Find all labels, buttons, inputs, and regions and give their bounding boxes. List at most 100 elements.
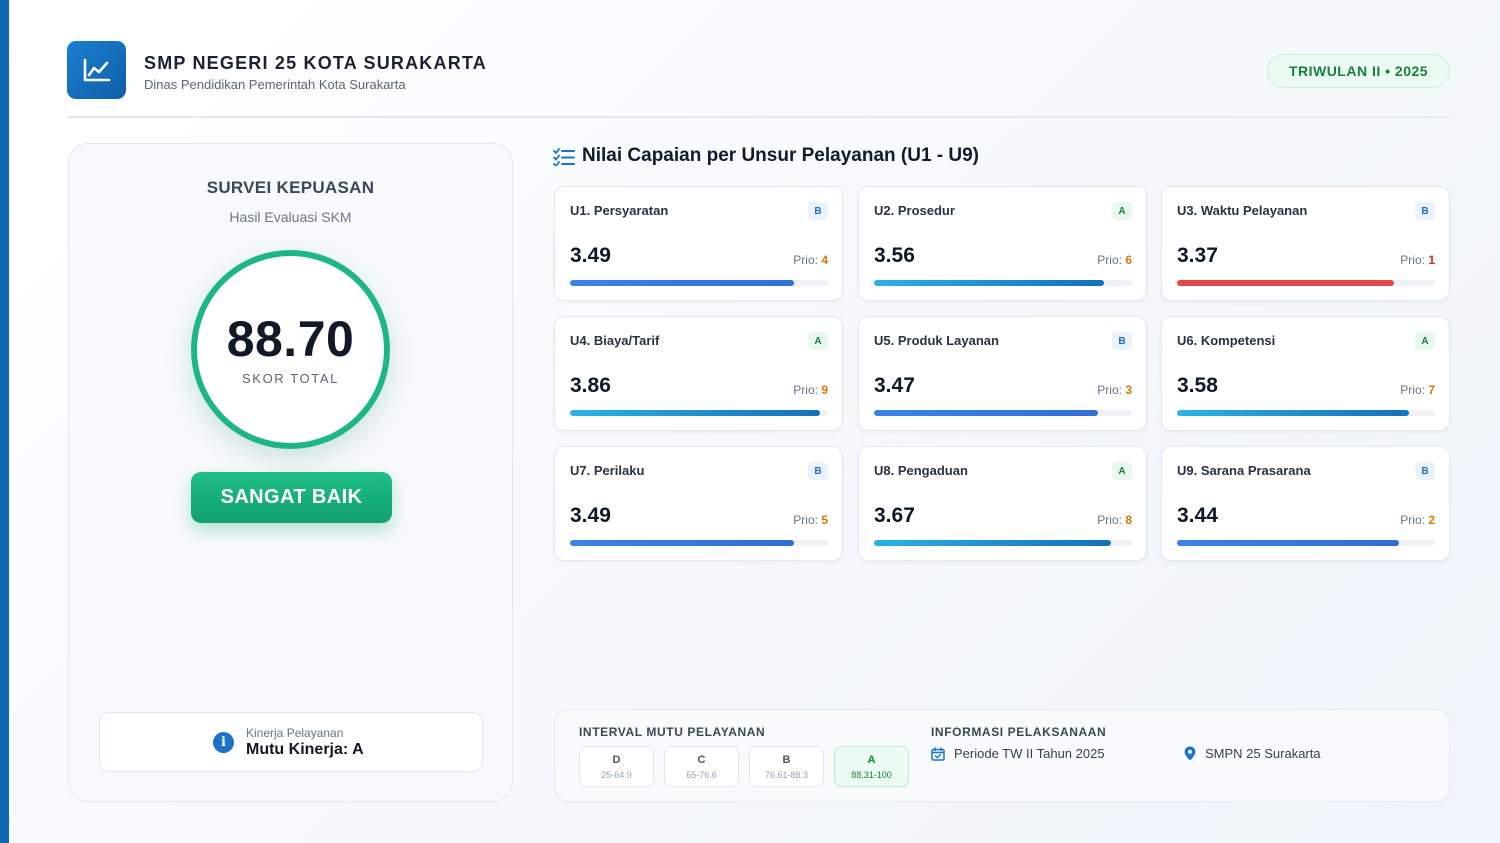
unit-card: U1. Persyaratan B 3.49 Prio: 4 — [554, 186, 843, 301]
unit-value: 3.49 — [570, 504, 611, 527]
interval-title: INTERVAL MUTU PELAYANAN — [579, 725, 766, 739]
priority-number: 8 — [1125, 513, 1132, 527]
progress-fill — [1177, 410, 1410, 416]
progress-fill — [570, 410, 821, 416]
unit-value: 3.67 — [874, 504, 915, 527]
priority-label: Prio: — [793, 383, 818, 397]
total-score-label: SKOR TOTAL — [242, 371, 339, 386]
priority-number: 7 — [1428, 383, 1435, 397]
progress-fill — [1177, 280, 1394, 286]
progress-track — [570, 280, 828, 286]
priority-number: 9 — [821, 383, 828, 397]
progress-track — [874, 280, 1132, 286]
progress-track — [874, 540, 1132, 546]
unit-value: 3.47 — [874, 374, 915, 397]
unit-name: U4. Biaya/Tarif — [570, 333, 660, 348]
unit-priority: Prio: 9 — [793, 383, 828, 397]
priority-label: Prio: — [1097, 253, 1122, 267]
progress-track — [1177, 540, 1435, 546]
unit-card: U6. Kompetensi A 3.58 Prio: 7 — [1161, 316, 1450, 431]
progress-track — [570, 410, 828, 416]
performance-value: Mutu Kinerja: A — [246, 741, 364, 758]
total-score: 88.70 — [226, 311, 355, 367]
unit-value: 3.37 — [1177, 244, 1218, 267]
interval-letter: C — [697, 754, 706, 766]
implementation-title: INFORMASI PELAKSANAAN — [931, 725, 1107, 739]
unit-name: U5. Produk Layanan — [874, 333, 999, 348]
implementation-location-text: SMPN 25 Surakarta — [1205, 746, 1321, 761]
performance-box: i Kinerja Pelayanan Mutu Kinerja: A — [99, 712, 483, 772]
unit-priority: Prio: 3 — [1097, 383, 1132, 397]
unit-grade-badge: B — [1112, 332, 1132, 350]
priority-label: Prio: — [793, 253, 818, 267]
unit-value: 3.56 — [874, 244, 915, 267]
info-icon: i — [213, 732, 234, 753]
priority-number: 5 — [821, 513, 828, 527]
interval-item-d: D 25-64.9 — [579, 746, 654, 787]
progress-track — [1177, 280, 1435, 286]
header: SMP NEGERI 25 KOTA SURAKARTA Dinas Pendi… — [67, 40, 1450, 118]
interval-range: 88.31-100 — [851, 770, 892, 780]
unit-priority: Prio: 1 — [1400, 253, 1435, 267]
performance-label: Kinerja Pelayanan — [246, 726, 344, 740]
checklist-icon — [553, 148, 575, 166]
unit-value: 3.44 — [1177, 504, 1218, 527]
unit-card: U8. Pengaduan A 3.67 Prio: 8 — [858, 446, 1147, 561]
progress-fill — [874, 410, 1099, 416]
priority-number: 3 — [1125, 383, 1132, 397]
interval-range: 65-76.6 — [686, 770, 717, 780]
unit-name: U7. Perilaku — [570, 463, 645, 478]
unit-name: U6. Kompetensi — [1177, 333, 1276, 348]
progress-fill — [874, 540, 1112, 546]
progress-fill — [874, 280, 1104, 286]
school-title: SMP NEGERI 25 KOTA SURAKARTA — [144, 53, 487, 73]
unit-name: U2. Prosedur — [874, 203, 955, 218]
interval-range: 76.61-88.3 — [764, 770, 809, 780]
progress-track — [874, 410, 1132, 416]
unit-name: U1. Persyaratan — [570, 203, 669, 218]
unit-card: U2. Prosedur A 3.56 Prio: 6 — [858, 186, 1147, 301]
school-subtitle: Dinas Pendidikan Pemerintah Kota Surakar… — [144, 77, 406, 92]
interval-letter: D — [612, 754, 621, 766]
unit-priority: Prio: 4 — [793, 253, 828, 267]
unit-grade-badge: A — [1415, 332, 1435, 350]
survey-title: SURVEI KEPUASAN — [206, 178, 375, 197]
unit-grade-badge: A — [1112, 462, 1132, 480]
score-ring: 88.70 SKOR TOTAL — [191, 250, 390, 449]
unit-priority: Prio: 8 — [1097, 513, 1132, 527]
map-pin-icon — [1184, 746, 1196, 761]
unit-priority: Prio: 7 — [1400, 383, 1435, 397]
priority-label: Prio: — [1400, 383, 1425, 397]
interval-item-c: C 65-76.6 — [664, 746, 739, 787]
implementation-period: Periode TW II Tahun 2025 — [931, 746, 1105, 761]
interval-letter: A — [867, 754, 876, 766]
survey-subtitle: Hasil Evaluasi SKM — [229, 209, 352, 225]
priority-number: 6 — [1125, 253, 1132, 267]
priority-number: 1 — [1428, 253, 1435, 267]
priority-label: Prio: — [1097, 383, 1122, 397]
unit-name: U8. Pengaduan — [874, 463, 968, 478]
unit-card: U9. Sarana Prasarana B 3.44 Prio: 2 — [1161, 446, 1450, 561]
priority-number: 2 — [1428, 513, 1435, 527]
progress-fill — [1177, 540, 1399, 546]
progress-fill — [570, 540, 795, 546]
section-title: Nilai Capaian per Unsur Pelayanan (U1 - … — [582, 145, 980, 166]
interval-range: 25-64.9 — [601, 770, 632, 780]
priority-label: Prio: — [793, 513, 818, 527]
unit-priority: Prio: 6 — [1097, 253, 1132, 267]
implementation-period-text: Periode TW II Tahun 2025 — [954, 746, 1105, 761]
unit-card: U5. Produk Layanan B 3.47 Prio: 3 — [858, 316, 1147, 431]
unit-card: U7. Perilaku B 3.49 Prio: 5 — [554, 446, 843, 561]
period-badge: TRIWULAN II • 2025 — [1267, 54, 1450, 88]
unit-name: U9. Sarana Prasarana — [1177, 463, 1311, 478]
unit-value: 3.58 — [1177, 374, 1218, 397]
summary-panel: SURVEI KEPUASAN Hasil Evaluasi SKM 88.70… — [68, 143, 513, 802]
priority-label: Prio: — [1400, 253, 1425, 267]
implementation-location: SMPN 25 Surakarta — [1184, 746, 1321, 761]
unit-card: U4. Biaya/Tarif A 3.86 Prio: 9 — [554, 316, 843, 431]
progress-track — [1177, 410, 1435, 416]
unit-value: 3.49 — [570, 244, 611, 267]
unit-priority: Prio: 2 — [1400, 513, 1435, 527]
priority-label: Prio: — [1097, 513, 1122, 527]
